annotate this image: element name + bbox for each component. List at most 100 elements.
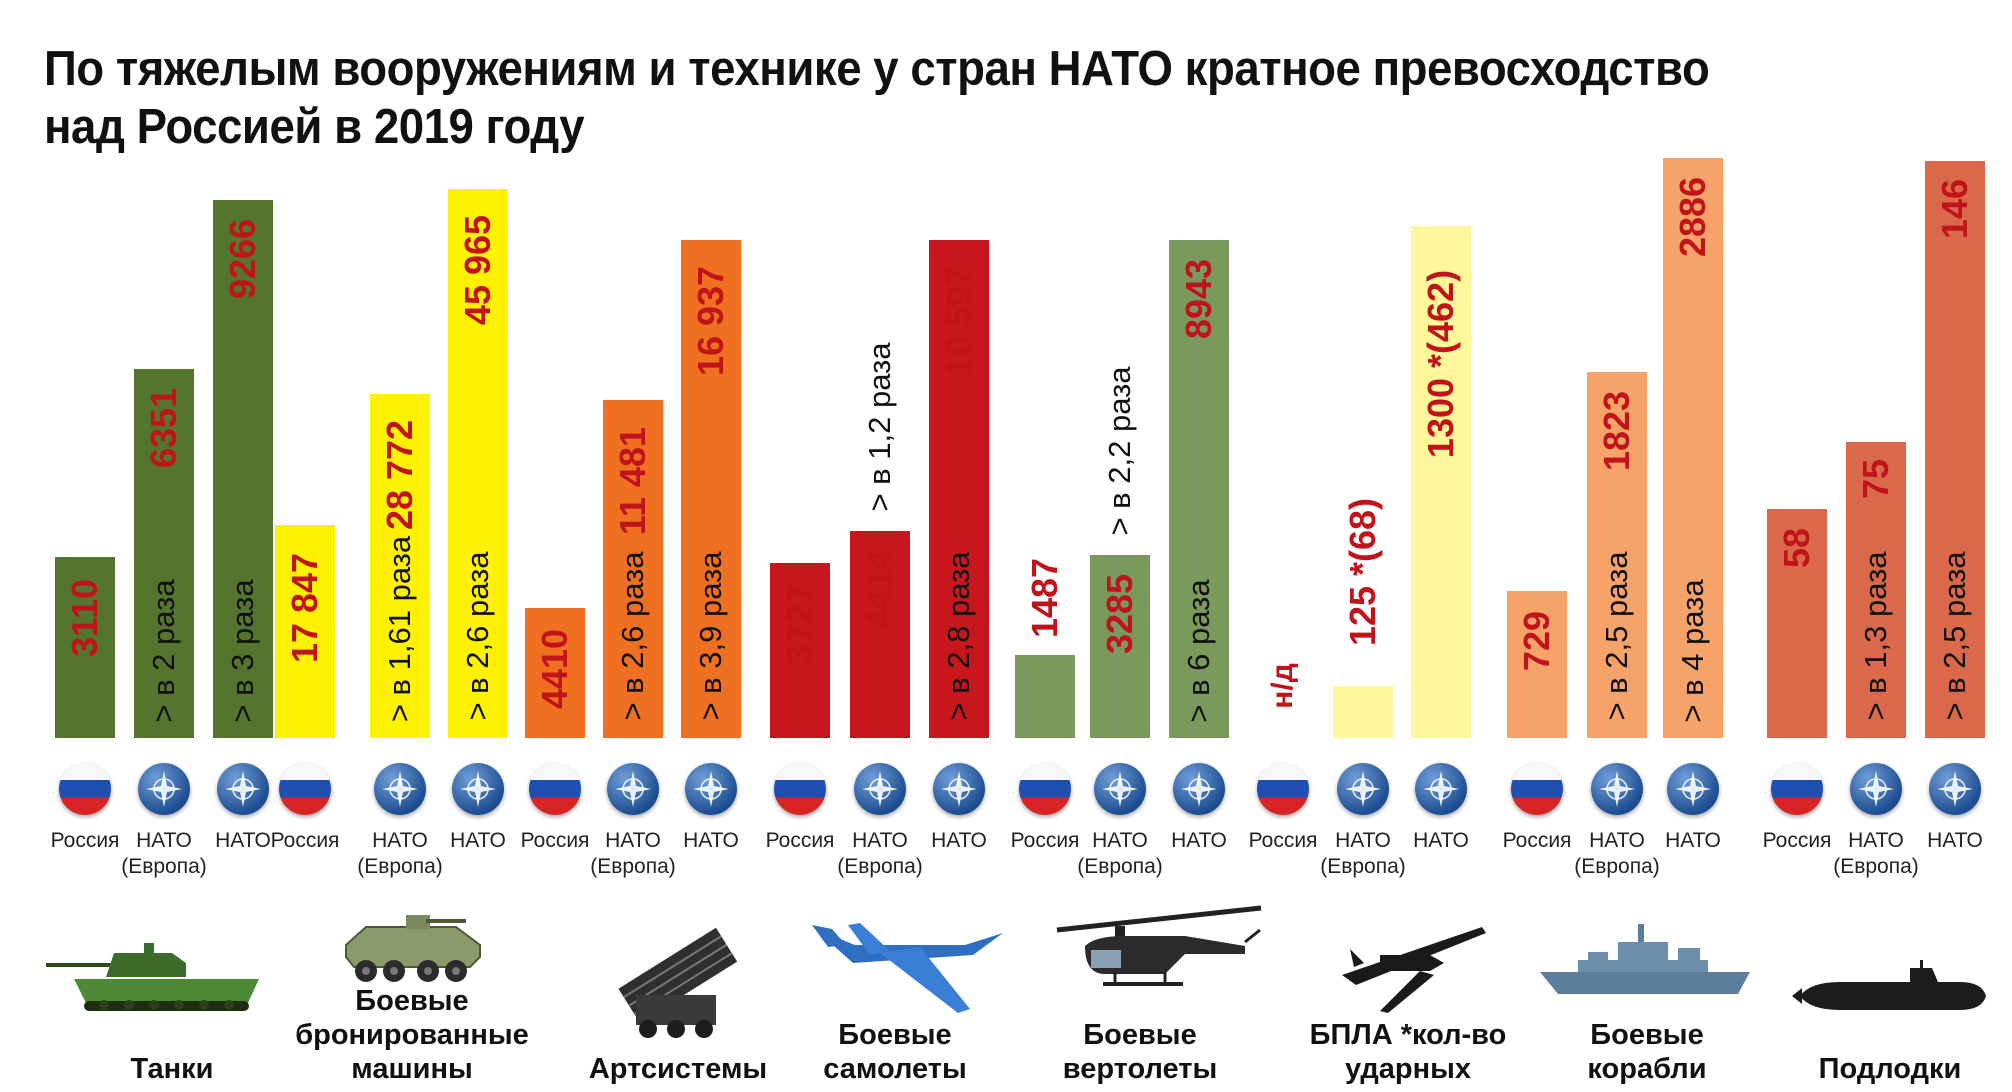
category-label-line: Боевые [355,985,469,1017]
bar-0-0 [55,557,115,738]
ratio-label-1-2: > в 2,6 раза [460,551,495,721]
category-label-0: Танки [131,1052,214,1086]
russia-flag-icon [529,763,581,815]
country-label-6-2: НАТО [1665,828,1721,854]
nato-flag-icon [217,763,269,815]
tank-icon [44,935,279,1015]
nato-flag-icon [1337,763,1389,815]
value-label-5-1: 125 *(68) [1342,497,1383,647]
russia-flag-icon [279,763,331,815]
country-name-line: (Европа) [1320,855,1406,878]
country-name-line: НАТО [1848,829,1904,852]
nato-flag-icon [685,763,737,815]
category-label-line: Артсистемы [588,1053,768,1085]
category-label-line: Боевые [1590,1019,1704,1051]
value-label-4-1: 3285 [1099,574,1140,655]
bar-1-1 [370,394,430,738]
bar-4-2 [1169,240,1229,738]
bar-6-1 [1587,371,1647,738]
country-name-line: НАТО [605,829,661,852]
bar-1-2 [448,189,508,738]
category-label-line: ударных [1344,1053,1472,1085]
country-name: Россия [50,829,120,852]
value-label-6-1: 1823 [1596,390,1637,471]
value-label-5-2: 1300 *(462) [1420,269,1461,459]
nato-flag-icon [607,763,659,815]
country-label-7-1: НАТО (Европа) [1833,828,1919,880]
bomber-icon [810,915,1005,1015]
category-label-1: Боевые бронированные машины [295,984,529,1086]
ratio-label-6-2: > в 4 раза [1675,579,1710,723]
category-label-line: Подлодки [1818,1053,1962,1085]
bar-5-2 [1411,226,1471,738]
value-label-1-1: 28 772 [379,420,420,531]
ratio-label-0-2: > в 3 раза [225,579,260,723]
country-label-1-0: Россия [271,828,340,854]
country-label-7-0: Россия [1763,828,1832,854]
ratio-label-4-1: > в 2,2 раза [1102,366,1137,536]
nato-flag-icon [1173,763,1225,815]
ratio-label-0-1: > в 2 раза [146,579,181,723]
ratio-label-4-2: > в 6 раза [1181,579,1216,723]
bar-2-0 [525,608,585,738]
bar-2-1 [603,400,663,738]
warship-icon [1538,920,1753,1005]
country-name: Россия [1762,829,1832,852]
country-label-0-0: Россия [51,828,120,854]
country-label-3-2: НАТО [931,828,987,854]
category-label-4: Боевые вертолеты [1063,1018,1217,1086]
country-label-3-0: Россия [766,828,835,854]
nato-flag-icon [854,763,906,815]
bar-3-1 [850,530,910,738]
category-label-line: Боевые [838,1019,952,1051]
country-label-1-1: НАТО (Европа) [357,828,443,880]
page-title: По тяжелым вооружениям и технике у стран… [44,40,1811,156]
bar-6-0 [1507,591,1567,738]
value-label-2-1: 11 481 [612,427,653,536]
value-label-3-0: 3727 [779,583,820,664]
ratio-label-7-1: > в 1,3 раза [1858,551,1893,721]
russia-flag-icon [1257,763,1309,815]
value-label-6-0: 729 [1516,611,1557,672]
country-name: Россия [1502,829,1572,852]
value-label-7-1: 75 [1855,458,1896,499]
bar-5-1 [1333,686,1393,738]
bar-0-1 [134,369,194,738]
category-label-line: Боевые [1083,1019,1197,1051]
value-label-0-2: 9266 [222,218,263,300]
country-label-7-2: НАТО [1927,828,1983,854]
value-label-7-2: 146 [1934,178,1975,240]
bar-7-2 [1925,161,1985,738]
bar-1-0 [275,524,335,738]
nato-flag-icon [1850,763,1902,815]
value-label-3-1: 4414 [859,549,900,630]
nato-flag-icon [1415,763,1467,815]
value-label-6-2: 2886 [1672,176,1713,258]
country-label-4-1: НАТО (Европа) [1077,828,1163,880]
country-name: НАТО [215,829,271,852]
country-name-line: НАТО [1589,829,1645,852]
country-label-2-1: НАТО (Европа) [590,828,676,880]
category-label-5: БПЛА *кол-во ударных [1310,1018,1507,1086]
country-label-0-2: НАТО [215,828,271,854]
value-label-0-0: 3110 [64,579,105,658]
ratio-label-2-2: > в 3,9 раза [693,551,728,721]
category-label-line: корабли [1587,1053,1707,1085]
value-label-0-1: 6351 [143,388,184,469]
nato-flag-icon [1094,763,1146,815]
country-name: НАТО [1171,829,1227,852]
bar-3-2 [929,240,989,738]
country-label-6-0: Россия [1503,828,1572,854]
bar-7-0 [1767,508,1827,738]
country-name: Россия [1248,829,1318,852]
country-name-line: НАТО [136,829,192,852]
country-name-line: (Европа) [837,855,923,878]
category-label-2: Артсистемы [589,1052,767,1086]
country-label-5-0: Россия [1249,828,1318,854]
nato-flag-icon [452,763,504,815]
category-label-line: Танки [130,1053,214,1085]
country-name: НАТО [450,829,506,852]
country-name-line: НАТО [372,829,428,852]
value-label-1-2: 45 965 [457,214,498,326]
ratio-label-3-2: > в 2,8 раза [941,551,976,721]
